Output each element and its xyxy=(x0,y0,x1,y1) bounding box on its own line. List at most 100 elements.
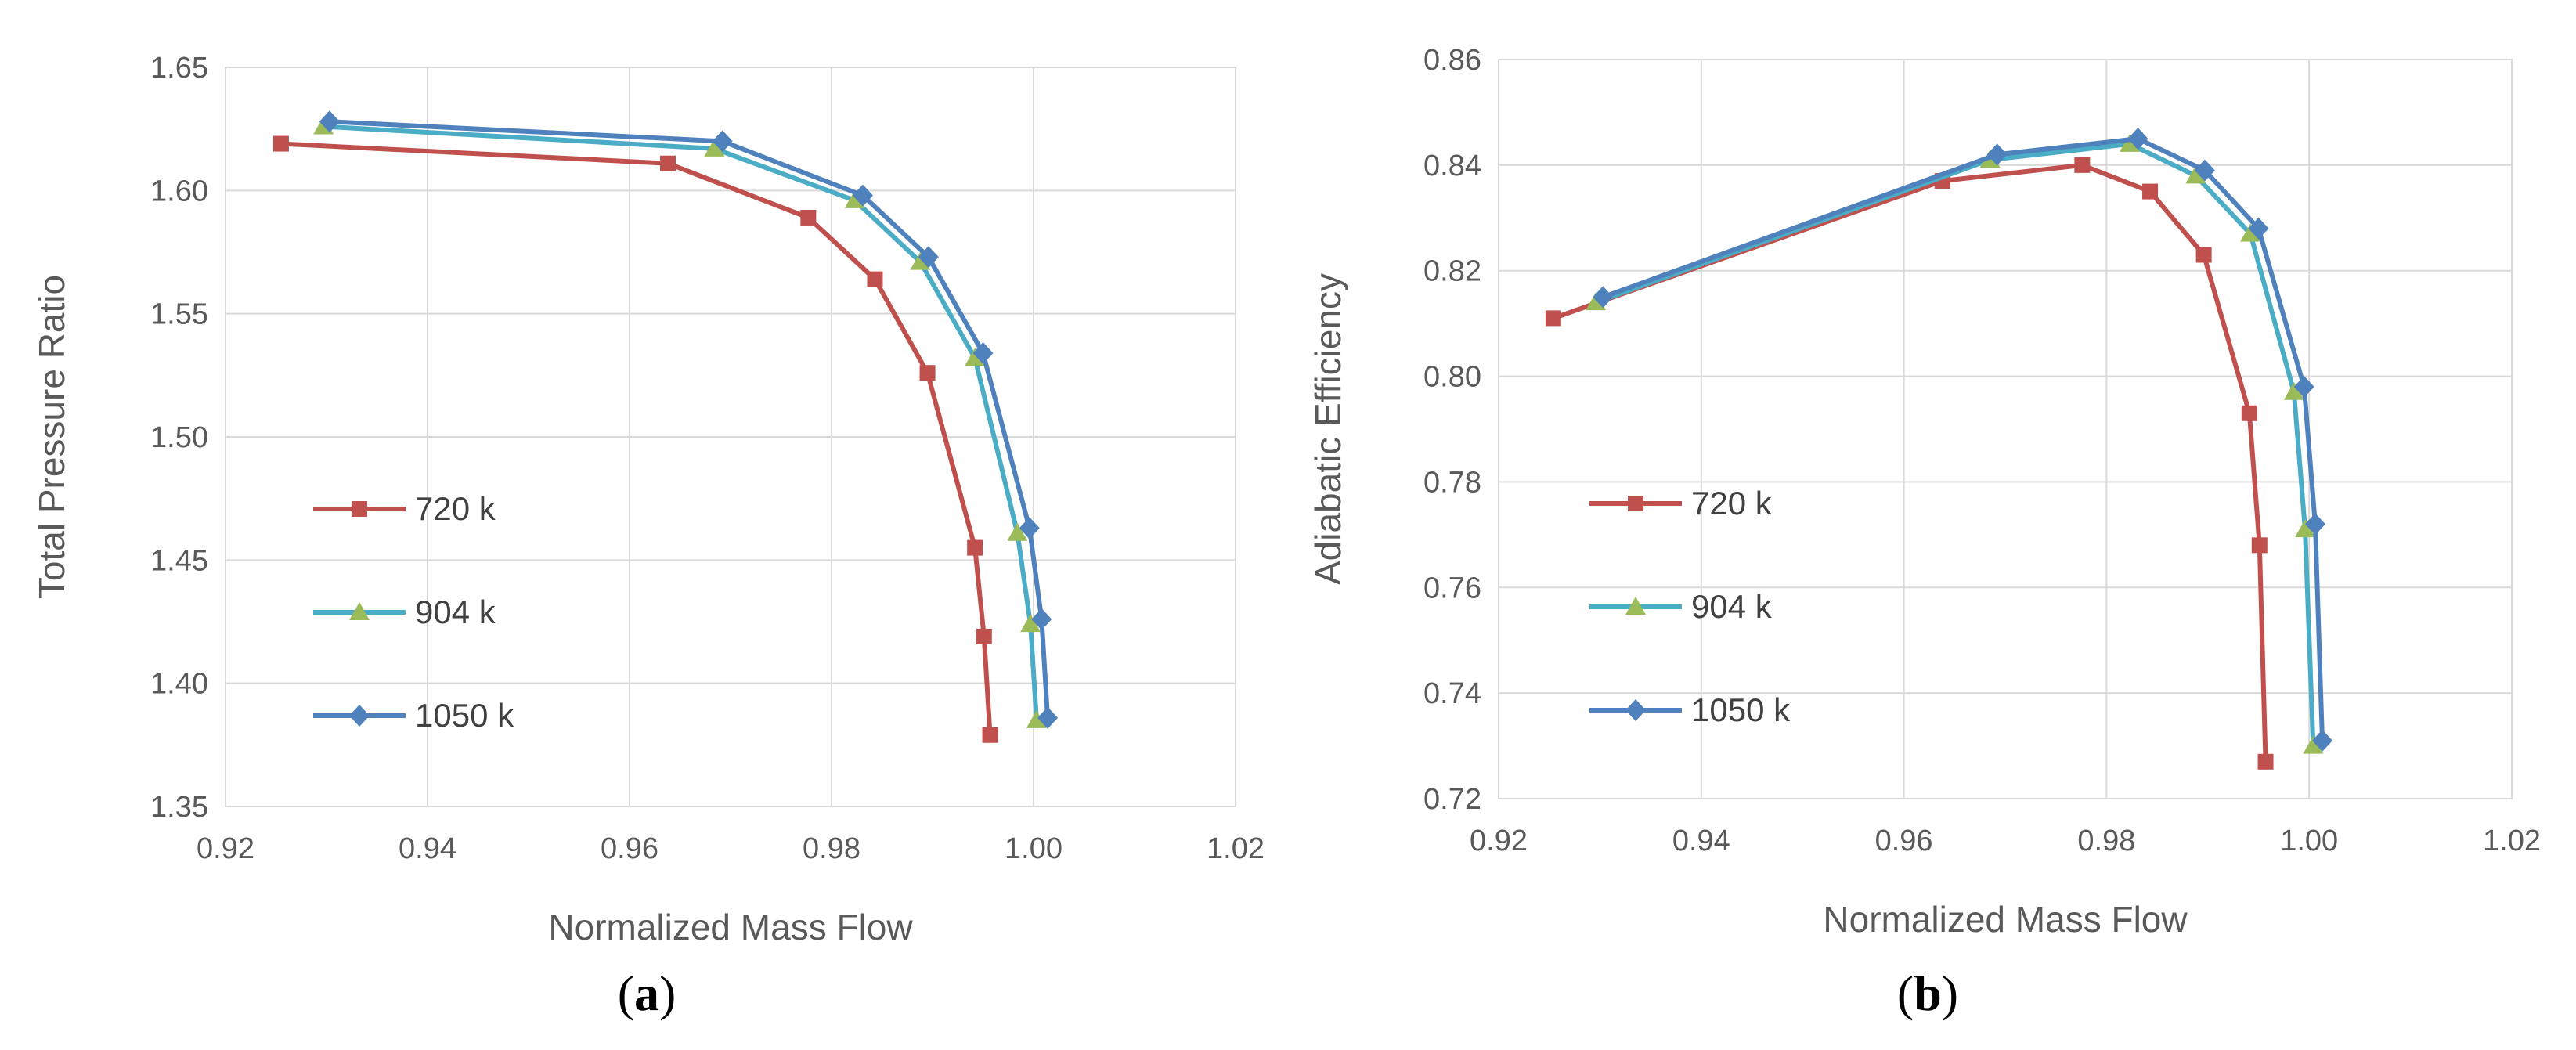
legend-swatch-marker xyxy=(1625,597,1646,615)
x-tick-label: 0.96 xyxy=(601,832,658,865)
legend-label: 720 k xyxy=(415,490,496,527)
data-point xyxy=(2303,735,2324,754)
x-tick-label: 0.92 xyxy=(197,832,254,865)
data-point xyxy=(2304,513,2325,536)
x-tick-label: 1.02 xyxy=(2483,824,2541,857)
chart-a: 1.35 1.40 1.45 1.50 1.55 1.60 1.65 0.92 0.94 0.96… xyxy=(31,52,1265,1021)
data-point xyxy=(2240,223,2261,242)
data-point xyxy=(2120,133,2141,152)
legend-item: 1050 k xyxy=(313,697,514,734)
data-point xyxy=(2257,753,2274,770)
series-1050-k xyxy=(1593,128,2333,752)
chart-b: 0.72 0.74 0.76 0.78 0.80 0.82 0.84 0.86 0.92 0.94… xyxy=(1308,44,2541,1021)
data-point xyxy=(712,130,733,153)
data-point xyxy=(660,155,676,171)
legend-swatch-marker xyxy=(349,705,370,727)
x-axis-label: Normalized Mass Flow xyxy=(1823,899,2188,940)
x-tick-label: 1.00 xyxy=(1005,832,1063,865)
y-tick-label: 1.50 xyxy=(150,421,208,454)
data-point xyxy=(800,209,817,226)
y-tick-label: 0.78 xyxy=(1423,466,1481,499)
gridlines xyxy=(1498,59,2513,799)
y-tick-label: 1.35 xyxy=(150,791,208,824)
data-point xyxy=(2074,157,2091,173)
y-tick-label: 0.72 xyxy=(1423,783,1481,816)
panel-label-letter: b xyxy=(1914,965,1942,1021)
series-line xyxy=(1552,162,2268,762)
data-point xyxy=(272,135,289,152)
data-point xyxy=(1037,706,1059,729)
legend-item: 720 k xyxy=(1589,485,1773,521)
x-tick-label: 0.98 xyxy=(803,832,860,865)
y-tick-label: 1.40 xyxy=(150,668,208,701)
data-point xyxy=(2194,159,2215,182)
series-line xyxy=(1602,136,2325,741)
data-point xyxy=(2195,247,2212,263)
x-tick-label: 0.96 xyxy=(1875,824,1933,857)
panel-label: (a) xyxy=(618,965,676,1021)
series-720-k xyxy=(1545,157,2274,770)
x-tick-label: 1.02 xyxy=(1207,832,1265,865)
data-point xyxy=(1593,286,1614,309)
data-point xyxy=(1031,608,1052,630)
series-line xyxy=(280,141,993,735)
data-point xyxy=(918,246,939,269)
y-tick-label: 0.82 xyxy=(1423,255,1481,288)
y-tick-label: 0.76 xyxy=(1423,572,1481,604)
panel-label: (b) xyxy=(1897,965,1958,1021)
y-tick-label: 0.80 xyxy=(1423,361,1481,394)
data-point xyxy=(2127,128,2148,150)
legend-item: 904 k xyxy=(1589,588,1773,625)
data-point xyxy=(1986,143,2008,166)
x-tick-label: 0.94 xyxy=(399,832,456,865)
data-point xyxy=(844,189,865,208)
legend: 720 k 904 k 1050 k xyxy=(313,490,514,734)
data-point xyxy=(1020,614,1041,633)
y-tick-label: 1.45 xyxy=(150,544,208,577)
data-point xyxy=(976,628,992,644)
series-line xyxy=(1595,141,2316,746)
plot-frame xyxy=(1498,59,2513,799)
data-point xyxy=(1007,522,1028,541)
x-tick-label: 0.98 xyxy=(2077,824,2135,857)
data-point xyxy=(910,251,931,270)
data-point xyxy=(2293,376,2314,399)
panel-label-open: ( xyxy=(1897,965,1914,1021)
data-point xyxy=(2295,519,2316,538)
data-point xyxy=(972,342,994,365)
y-tick-label: 0.86 xyxy=(1423,44,1481,77)
data-point xyxy=(967,539,983,556)
data-point xyxy=(1026,709,1047,728)
panel-label-letter: a xyxy=(634,965,659,1021)
legend-item: 904 k xyxy=(313,594,496,630)
y-tick-label: 1.55 xyxy=(150,298,208,331)
data-point xyxy=(1545,310,1561,327)
y-tick-label: 0.74 xyxy=(1423,677,1481,710)
data-point xyxy=(704,138,725,157)
legend-label: 904 k xyxy=(415,594,496,630)
data-point xyxy=(319,110,340,133)
panel-label-open: ( xyxy=(618,965,634,1021)
gridlines xyxy=(225,67,1236,807)
y-axis-label: Adiabatic Efficiency xyxy=(1308,273,1348,585)
data-point xyxy=(1019,517,1040,539)
series-1050-k xyxy=(319,110,1059,729)
data-point xyxy=(2283,381,2304,400)
y-tick-label: 1.60 xyxy=(150,175,208,207)
x-tick-label: 1.00 xyxy=(2280,824,2338,857)
legend-label: 904 k xyxy=(1691,588,1773,625)
data-point xyxy=(965,348,986,366)
panel-label-close: ) xyxy=(659,965,676,1021)
data-point xyxy=(852,184,873,207)
data-point xyxy=(919,365,936,381)
data-point xyxy=(2241,405,2257,421)
legend-swatch-marker xyxy=(1625,699,1646,721)
data-point xyxy=(2251,537,2268,554)
data-point xyxy=(2312,729,2333,752)
series-line xyxy=(323,124,1039,721)
data-point xyxy=(2248,217,2269,240)
series-904-k xyxy=(1586,133,2324,754)
x-axis-label: Normalized Mass Flow xyxy=(548,907,913,947)
legend-swatch-marker xyxy=(352,501,367,517)
